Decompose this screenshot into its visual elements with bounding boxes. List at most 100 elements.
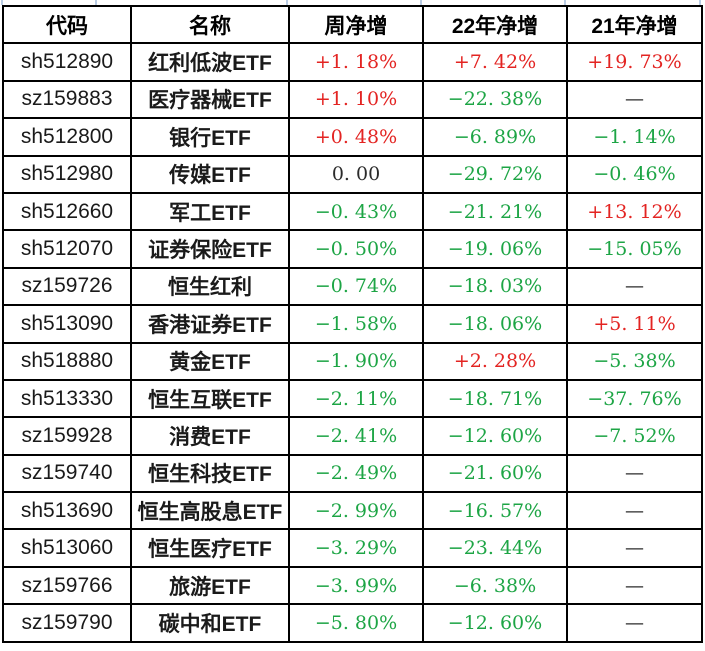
table-row: sh513060 恒生医疗ETF −3. 29% −23. 44% —	[2, 528, 703, 568]
cell-code: sh513690	[2, 491, 132, 531]
cell-y22: −16. 57%	[422, 491, 568, 531]
cell-week: +1. 18%	[288, 42, 424, 82]
table-row: sz159928 消费ETF −2. 41% −12. 60% −7. 52%	[2, 416, 703, 456]
cell-code: sz159883	[2, 79, 132, 120]
cell-y21: +13. 12%	[566, 191, 703, 232]
cell-code: sh518880	[2, 341, 132, 381]
cell-name: 旅游ETF	[130, 565, 290, 606]
cell-name: 证券保险ETF	[130, 229, 290, 269]
etf-net-increase-table: 代码 名称 周净增 22年净增 21年净增 sh512890 红利低波ETF +1.…	[2, 4, 703, 643]
column-header-name: 名称	[130, 4, 290, 45]
cell-y21: −1. 14%	[566, 117, 703, 157]
table-header: 代码 名称 周净增 22年净增 21年净增	[2, 4, 703, 45]
cell-week: −2. 49%	[288, 453, 424, 494]
cell-week: −1. 58%	[288, 304, 424, 344]
cell-y22: −18. 06%	[422, 304, 568, 344]
table-row: sh512980 传媒ETF 0. 00 −29. 72% −0. 46%	[2, 154, 703, 194]
cell-week: −3. 29%	[288, 528, 424, 568]
cell-y21: −37. 76%	[566, 378, 703, 419]
cell-code: sz159726	[2, 266, 132, 307]
header-row: 代码 名称 周净增 22年净增 21年净增	[2, 4, 703, 45]
cell-y21: −7. 52%	[566, 416, 703, 456]
cell-week: −2. 41%	[288, 416, 424, 456]
cell-name: 恒生高股息ETF	[130, 491, 290, 531]
cell-name: 香港证券ETF	[130, 304, 290, 344]
gridline-segment	[1, 0, 3, 5]
table-row: sz159766 旅游ETF −3. 99% −6. 38% —	[2, 565, 703, 606]
cell-code: sz159740	[2, 453, 132, 494]
column-header-2021-net: 21年净增	[566, 4, 703, 45]
cell-code: sh513060	[2, 528, 132, 568]
cell-y21: −15. 05%	[566, 229, 703, 269]
cell-y22: −23. 44%	[422, 528, 568, 568]
cell-name: 恒生红利	[130, 266, 290, 307]
cell-week: +1. 10%	[288, 79, 424, 120]
cell-y21: —	[566, 603, 703, 643]
cell-week: −2. 99%	[288, 491, 424, 531]
column-header-2022-net: 22年净增	[422, 4, 568, 45]
table-row: sz159740 恒生科技ETF −2. 49% −21. 60% —	[2, 453, 703, 494]
cell-code: sh512980	[2, 154, 132, 194]
table-row: sh513090 香港证券ETF −1. 58% −18. 06% +5. 11%	[2, 304, 703, 344]
cell-name: 银行ETF	[130, 117, 290, 157]
cell-y21: −0. 46%	[566, 154, 703, 194]
cell-code: sh512800	[2, 117, 132, 157]
cell-week: −0. 43%	[288, 191, 424, 232]
cell-code: sh512890	[2, 42, 132, 82]
cell-y21: —	[566, 266, 703, 307]
table-row: sh512660 军工ETF −0. 43% −21. 21% +13. 12%	[2, 191, 703, 232]
table-row: sh513690 恒生高股息ETF −2. 99% −16. 57% —	[2, 491, 703, 531]
cell-y21: —	[566, 565, 703, 606]
spreadsheet-gridline-strip	[0, 0, 705, 5]
table-row: sz159790 碳中和ETF −5. 80% −12. 60% —	[2, 603, 703, 643]
cell-week: −0. 50%	[288, 229, 424, 269]
cell-y22: −12. 60%	[422, 416, 568, 456]
gridline-segment	[564, 0, 566, 5]
cell-code: sh513330	[2, 378, 132, 419]
cell-y21: —	[566, 79, 703, 120]
cell-y22: −22. 38%	[422, 79, 568, 120]
table-row: sh512070 证券保险ETF −0. 50% −19. 06% −15. 05%	[2, 229, 703, 269]
cell-week: 0. 00	[288, 154, 424, 194]
cell-y22: −12. 60%	[422, 603, 568, 643]
gridline-segment	[699, 0, 701, 5]
cell-y22: −18. 71%	[422, 378, 568, 419]
cell-y22: −6. 38%	[422, 565, 568, 606]
column-header-code: 代码	[2, 4, 132, 45]
cell-week: −1. 90%	[288, 341, 424, 381]
table-row: sh512890 红利低波ETF +1. 18% +7. 42% +19. 73%	[2, 42, 703, 82]
cell-y22: +7. 42%	[422, 42, 568, 82]
cell-name: 消费ETF	[130, 416, 290, 456]
cell-week: −0. 74%	[288, 266, 424, 307]
cell-y22: −6. 89%	[422, 117, 568, 157]
cell-y21: —	[566, 528, 703, 568]
cell-code: sz159928	[2, 416, 132, 456]
table-row: sz159726 恒生红利 −0. 74% −18. 03% —	[2, 266, 703, 307]
cell-name: 碳中和ETF	[130, 603, 290, 643]
cell-y22: −19. 06%	[422, 229, 568, 269]
cell-code: sz159766	[2, 565, 132, 606]
cell-y21: +5. 11%	[566, 304, 703, 344]
cell-name: 红利低波ETF	[130, 42, 290, 82]
cell-y22: −21. 21%	[422, 191, 568, 232]
cell-y21: +19. 73%	[566, 42, 703, 82]
cell-week: −5. 80%	[288, 603, 424, 643]
table-row: sh513330 恒生互联ETF −2. 11% −18. 71% −37. 76%	[2, 378, 703, 419]
cell-week: −2. 11%	[288, 378, 424, 419]
gridline-segment	[95, 0, 97, 5]
column-header-week-net: 周净增	[288, 4, 424, 45]
table-body: sh512890 红利低波ETF +1. 18% +7. 42% +19. 73% sz1…	[2, 42, 703, 643]
cell-y22: −18. 03%	[422, 266, 568, 307]
table-row: sh518880 黄金ETF −1. 90% +2. 28% −5. 38%	[2, 341, 703, 381]
cell-y22: +2. 28%	[422, 341, 568, 381]
cell-code: sh512070	[2, 229, 132, 269]
table-row: sz159883 医疗器械ETF +1. 10% −22. 38% —	[2, 79, 703, 120]
cell-code: sh512660	[2, 191, 132, 232]
cell-code: sz159790	[2, 603, 132, 643]
gridline-segment	[420, 0, 422, 5]
cell-name: 恒生医疗ETF	[130, 528, 290, 568]
cell-name: 恒生科技ETF	[130, 453, 290, 494]
gridline-segment	[286, 0, 288, 5]
cell-y22: −29. 72%	[422, 154, 568, 194]
cell-week: −3. 99%	[288, 565, 424, 606]
